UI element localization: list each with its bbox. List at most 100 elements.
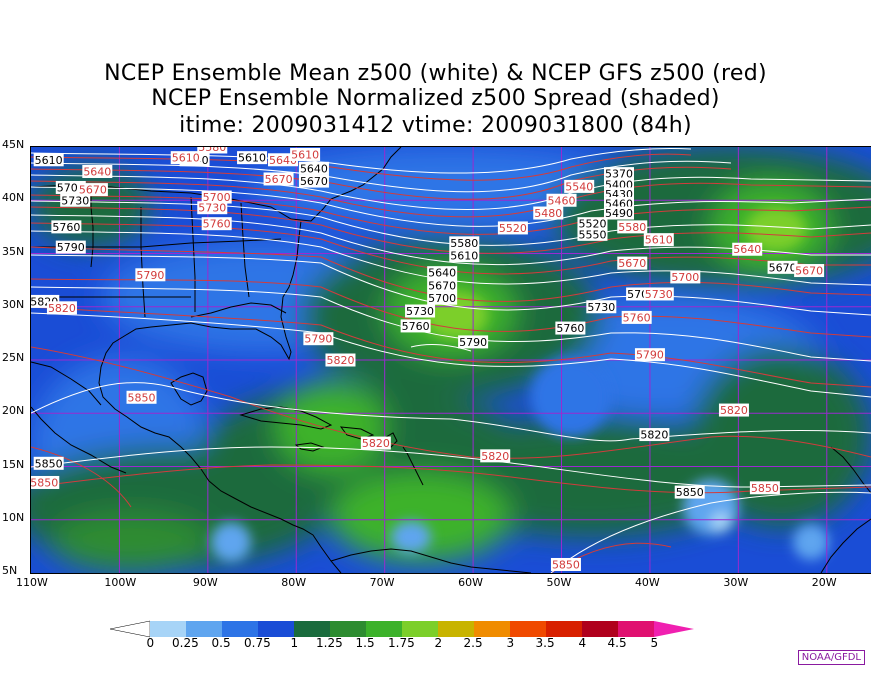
colorbar-swatch xyxy=(582,621,618,637)
ensemble-mean-label-text: 5670 xyxy=(428,279,456,292)
gfs-label: 5520 xyxy=(497,221,528,235)
title-line-1: NCEP Ensemble Mean z500 (white) & NCEP G… xyxy=(104,61,767,86)
colorbar-level-label: 2 xyxy=(434,636,443,650)
gfs-label: 5850 xyxy=(31,475,60,489)
gfs-label: 5820 xyxy=(718,403,749,417)
ensemble-mean-label: 5760 xyxy=(555,321,586,335)
gfs-label-box xyxy=(550,557,581,571)
ensemble-mean-label: 5670 xyxy=(298,174,329,188)
lon-label: 40W xyxy=(634,576,660,589)
colorbar-swatch xyxy=(366,621,402,637)
colorbar-level-label: 4.5 xyxy=(607,636,627,650)
colorbar-swatch xyxy=(258,621,294,637)
gfs-label-text: 5640 xyxy=(269,154,297,167)
ensemble-mean-label-text: 5610 xyxy=(238,152,266,165)
colorbar-level-label: 3 xyxy=(506,636,515,650)
colorbar-level-label: 5 xyxy=(650,636,659,650)
gfs-label-text: 5480 xyxy=(534,207,562,220)
gfs-label: 5850 xyxy=(126,390,157,404)
gfs-label: 5820 xyxy=(480,449,511,463)
gfs-label-box xyxy=(617,220,648,234)
gfs-label-box xyxy=(46,301,77,315)
ensemble-mean-label-text: 5850 xyxy=(35,457,63,470)
ensemble-mean-label-text: 5730 xyxy=(406,305,434,318)
ensemble-mean-label-text: 5820 xyxy=(640,429,668,442)
ensemble-mean-label-text: 5790 xyxy=(57,241,85,254)
ensemble-mean-label-text: 5700 xyxy=(428,292,456,305)
colorbar-level-label: 0.75 xyxy=(244,636,271,650)
gfs-label-text: 5700 xyxy=(203,191,231,204)
ensemble-mean-label-box xyxy=(577,227,608,241)
ensemble-mean-label-box xyxy=(405,304,436,318)
ensemble-mean-label-text: 5760 xyxy=(402,320,430,333)
gfs-label: 5640 xyxy=(82,164,113,178)
gfs-label: 5850 xyxy=(749,481,780,495)
gfs-label: 5730 xyxy=(197,201,228,215)
ensemble-mean-label: 5730 xyxy=(405,304,436,318)
gfs-label-text: 5760 xyxy=(203,218,231,231)
gfs-label-box xyxy=(360,436,391,450)
ensemble-mean-label: 5580 xyxy=(449,236,480,250)
gfs-label-box xyxy=(643,287,674,301)
ensemble-mean-label-box xyxy=(555,321,586,335)
gfs-label: 5610 xyxy=(290,147,321,161)
ensemble-mean-label-box xyxy=(767,260,798,274)
colorbar-level-label: 1.25 xyxy=(316,636,343,650)
gfs-label-text: 5670 xyxy=(265,173,293,186)
gfs-label-text: 5760 xyxy=(623,311,651,324)
ensemble-mean-label-text: 5640 xyxy=(428,267,456,280)
noaa-gfdl-credit: NOAA/GFDL xyxy=(797,650,865,665)
gfs-label: 5640 xyxy=(732,242,763,256)
gfs-label-text: 5540 xyxy=(565,180,593,193)
gfs-label-text: 5670 xyxy=(795,265,823,278)
ensemble-mean-label: 5850 xyxy=(674,485,705,499)
ensemble-mean-label-text: 5370 xyxy=(605,168,633,181)
gfs-label: 5730 xyxy=(643,287,674,301)
gfs-label-box xyxy=(170,151,201,165)
gfs-label-box xyxy=(126,390,157,404)
lat-label: 10N xyxy=(2,510,25,524)
gfs-label-text: 5790 xyxy=(136,269,164,282)
colorbar-level-label: 1.5 xyxy=(355,636,375,650)
gfs-label-box xyxy=(82,164,113,178)
gfs-label-text: 5850 xyxy=(31,476,58,489)
map-panel: 5610564056105640567057005730576057905820… xyxy=(30,146,871,574)
ensemble-mean-label-box xyxy=(427,266,458,280)
ensemble-mean-label: 5610 xyxy=(33,153,64,167)
gfs-label-box xyxy=(290,147,321,161)
gfs-label-text: 5790 xyxy=(636,349,664,362)
gfs-label-box xyxy=(263,172,294,186)
ensemble-mean-label: 5700 xyxy=(427,291,458,305)
ensemble-mean-label: 5610 xyxy=(237,151,268,165)
ensemble-mean-label: 5520 xyxy=(577,217,608,231)
lat-label: 5N xyxy=(2,564,18,577)
ensemble-mean-label-box xyxy=(458,335,489,349)
gfs-label: 5670 xyxy=(263,172,294,186)
colorbar-level-label: 1.75 xyxy=(388,636,415,650)
colorbar-level-label: 0.5 xyxy=(211,636,231,650)
colorbar-level-label: 3.5 xyxy=(535,636,555,650)
gfs-label-text: 5730 xyxy=(198,202,226,215)
gfs-label: 5790 xyxy=(135,268,166,282)
gfs-label-box xyxy=(794,264,825,278)
colorbar-swatch xyxy=(186,621,222,637)
gfs-label: 5700 xyxy=(670,270,701,284)
ensemble-mean-label: 5640 xyxy=(298,161,329,175)
gfs-z500-contours xyxy=(31,153,871,573)
ensemble-mean-label-box xyxy=(586,300,617,314)
ensemble-mean-label-text: 5790 xyxy=(459,336,487,349)
ensemble-mean-label-box xyxy=(60,193,91,207)
ensemble-mean-z500-contours xyxy=(31,147,871,573)
gfs-label: 5760 xyxy=(621,310,652,324)
ensemble-mean-label: 5610 xyxy=(449,249,480,263)
ensemble-mean-label-text: 5850 xyxy=(676,486,704,499)
gfs-label-box xyxy=(197,201,228,215)
gfs-label-box xyxy=(732,242,763,256)
gfs-label-box xyxy=(31,475,60,489)
ensemble-mean-label-box xyxy=(33,456,64,470)
gfs-label-box xyxy=(325,353,356,367)
ensemble-mean-label-text: 5670 xyxy=(300,175,328,188)
colorbar-swatch xyxy=(438,621,474,637)
lon-label: 90W xyxy=(192,576,218,589)
ensemble-mean-label-box xyxy=(427,291,458,305)
